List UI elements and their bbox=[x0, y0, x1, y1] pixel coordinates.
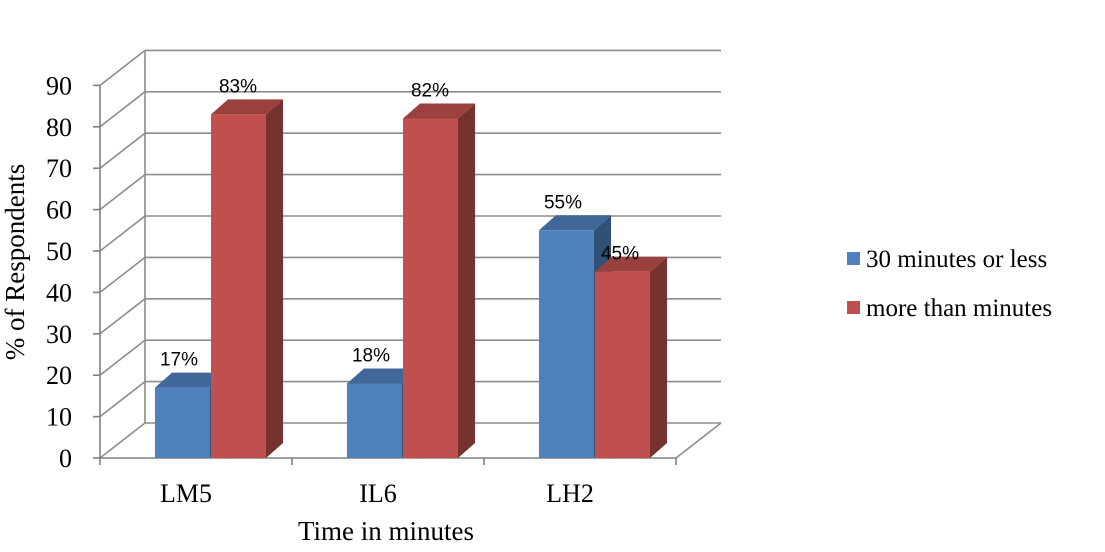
data-label: 55% bbox=[544, 192, 582, 213]
legend-label-series-2: more than minutes bbox=[866, 295, 1052, 322]
legend-label-series-1: 30 minutes or less bbox=[866, 246, 1047, 273]
gridline-diag bbox=[99, 380, 146, 418]
bar-front bbox=[595, 271, 650, 458]
bar-side bbox=[266, 99, 283, 458]
y-tick-label: 20 bbox=[46, 361, 72, 390]
data-labels: 17% 83% 18% 82% 55% 45% bbox=[160, 76, 639, 370]
bar-front bbox=[347, 383, 402, 458]
bar-front bbox=[155, 387, 210, 458]
bar-side bbox=[650, 256, 667, 458]
x-tick-labels: LM5 IL6 LH2 bbox=[160, 479, 594, 508]
y-tick-label: 40 bbox=[46, 278, 72, 307]
bar-top bbox=[595, 256, 667, 272]
x-axis-title: Time in minutes bbox=[298, 516, 474, 546]
x-tick-label: LM5 bbox=[160, 479, 212, 508]
data-label: 18% bbox=[352, 345, 390, 366]
bar-LM5-series-2 bbox=[211, 99, 283, 458]
bar-IL6-series-2 bbox=[403, 103, 475, 459]
bar-top bbox=[347, 368, 419, 384]
legend-item-series-1: 30 minutes or less bbox=[847, 246, 1047, 273]
y-tick-label: 50 bbox=[46, 237, 72, 266]
y-tick-label: 90 bbox=[46, 71, 72, 100]
gridline-diag bbox=[99, 91, 146, 128]
y-tick-label: 30 bbox=[46, 320, 72, 349]
data-label: 82% bbox=[411, 81, 449, 102]
data-label: 83% bbox=[219, 76, 257, 97]
gridline-diag bbox=[99, 339, 146, 376]
legend: 30 minutes or less more than minutes bbox=[847, 246, 1052, 322]
bars bbox=[155, 99, 667, 459]
bar-front bbox=[403, 118, 458, 459]
y-tick-label: 60 bbox=[46, 196, 72, 225]
bar-side bbox=[458, 103, 475, 459]
bar-front bbox=[539, 230, 594, 458]
bar-LH2-series-2 bbox=[595, 256, 667, 458]
bar-top bbox=[403, 103, 475, 119]
gridline-diag bbox=[99, 422, 146, 459]
y-tick-label: 0 bbox=[59, 444, 72, 473]
data-label: 17% bbox=[160, 350, 198, 371]
gridline-diag bbox=[99, 298, 146, 335]
gridline-diag bbox=[99, 49, 146, 87]
y-tick-labels: 0 10 20 30 40 50 60 70 80 90 bbox=[46, 71, 72, 473]
legend-swatch-series-2 bbox=[847, 301, 860, 314]
legend-swatch-series-1 bbox=[847, 252, 860, 265]
gridline-diag bbox=[99, 173, 146, 211]
x-tick-label: LH2 bbox=[546, 479, 594, 508]
y-tick-label: 10 bbox=[46, 403, 72, 432]
y-axis-title: % of Respondents bbox=[0, 164, 30, 360]
data-label: 45% bbox=[601, 244, 639, 265]
y-tick-label: 80 bbox=[46, 113, 72, 142]
bar-top bbox=[155, 372, 227, 388]
floor-edge bbox=[675, 422, 722, 459]
gridline-diag bbox=[99, 215, 146, 252]
gridline-diag bbox=[99, 256, 146, 294]
x-tick-label: IL6 bbox=[359, 479, 397, 508]
y-tick-label: 70 bbox=[46, 154, 72, 183]
gridline-diag bbox=[99, 132, 146, 169]
bar-top bbox=[539, 215, 611, 231]
bar-top bbox=[211, 99, 283, 115]
legend-item-series-2: more than minutes bbox=[847, 295, 1052, 322]
bar-front bbox=[211, 114, 266, 458]
